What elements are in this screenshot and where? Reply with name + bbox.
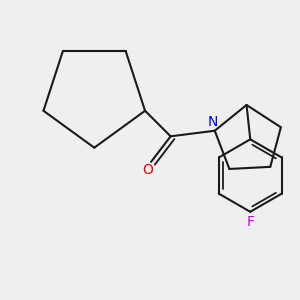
Text: O: O <box>142 163 153 177</box>
Text: N: N <box>207 116 218 129</box>
Text: F: F <box>246 215 254 229</box>
